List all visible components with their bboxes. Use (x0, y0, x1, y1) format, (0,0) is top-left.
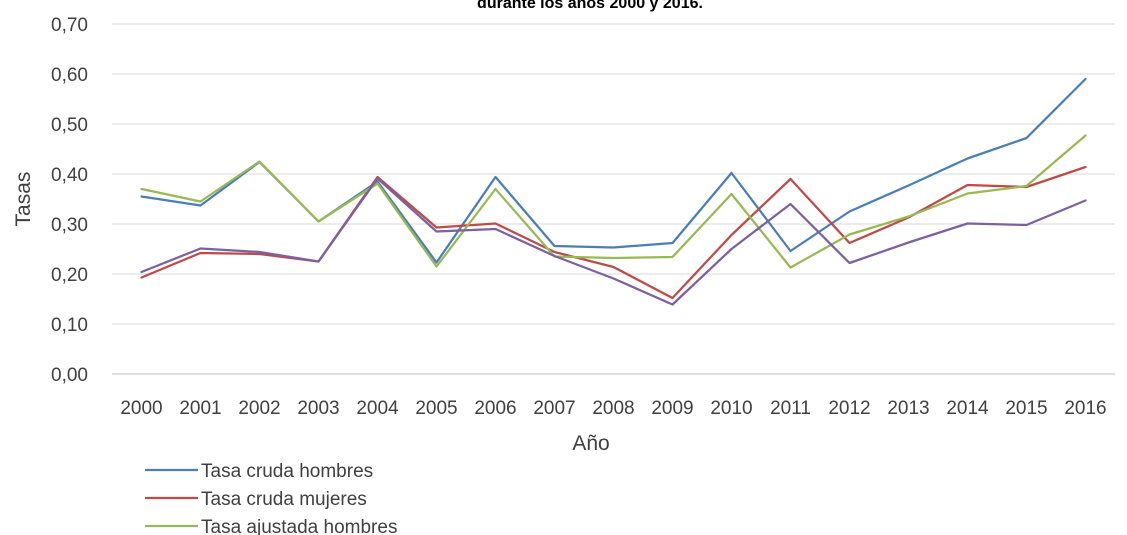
y-tick-label: 0,50 (51, 115, 88, 136)
y-tick-label: 0,30 (51, 215, 88, 236)
x-tick-label: 2004 (356, 398, 399, 419)
series-line-1 (140, 77, 1087, 264)
x-tick-label: 2006 (474, 398, 516, 419)
x-tick-label: 2011 (770, 398, 811, 419)
series-lines (140, 77, 1087, 306)
y-axis-ticks: 0,00 0,10 0,20 0,30 0,40 0,50 0,60 0,70 (51, 15, 88, 386)
x-tick-label: 2010 (710, 398, 752, 419)
legend: Tasa cruda hombres Tasa cruda mujeres Tasa… (145, 461, 397, 535)
gridlines (112, 23, 1115, 375)
x-tick-label: 2005 (415, 398, 457, 419)
legend-label: Tasa cruda mujeres (201, 489, 367, 510)
legend-label: Tasa cruda hombres (201, 461, 373, 482)
x-tick-label: 2003 (297, 398, 339, 419)
legend-label: Tasa ajustada hombres (201, 517, 397, 535)
x-tick-label: 2008 (592, 398, 634, 419)
x-tick-label: 2000 (120, 398, 162, 419)
x-axis-title: Año (572, 432, 609, 455)
y-tick-label: 0,20 (51, 265, 88, 286)
x-tick-label: 2016 (1064, 398, 1106, 419)
x-tick-label: 2013 (887, 398, 929, 419)
y-tick-label: 0,60 (51, 65, 88, 86)
chart-title: durante los años 2000 y 2016. (477, 0, 703, 12)
y-tick-label: 0,00 (51, 365, 88, 386)
x-tick-label: 2002 (238, 398, 280, 419)
y-tick-label: 0,40 (51, 165, 88, 186)
x-tick-label: 2007 (533, 398, 575, 419)
x-tick-label: 2009 (651, 398, 693, 419)
y-axis-title: Tasas (12, 172, 35, 227)
x-tick-label: 2001 (179, 398, 221, 419)
series-line-4 (140, 177, 1087, 306)
series-line-3 (140, 134, 1087, 269)
y-tick-label: 0,70 (51, 15, 88, 36)
x-tick-label: 2014 (946, 398, 989, 419)
y-tick-label: 0,10 (51, 315, 88, 336)
x-axis-ticks: 2000 2001 2002 2003 2004 2005 2006 2007 2008 2009… (120, 398, 1106, 419)
x-tick-label: 2012 (828, 398, 870, 419)
x-tick-label: 2015 (1005, 398, 1047, 419)
